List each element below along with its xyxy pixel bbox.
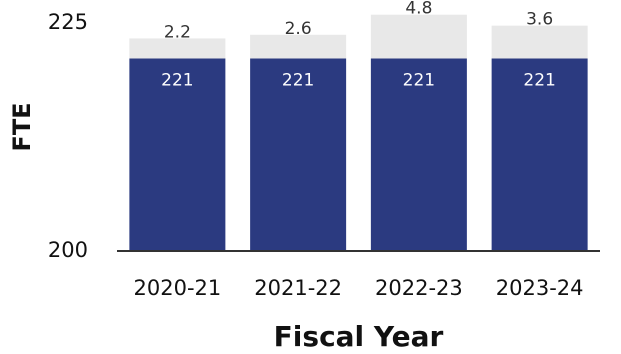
data-label-2020-21-series-1: 221 (161, 70, 193, 90)
bar-2021-22-series-2 (250, 34, 347, 59)
data-label-2022-23-series-1: 221 (403, 70, 435, 90)
x-axis-title: Fiscal Year (274, 320, 444, 353)
bar-2022-23-series-2 (370, 14, 467, 59)
bar-2023-24-series-2 (491, 25, 588, 59)
data-label-2023-24-series-2: 3.6 (526, 10, 553, 30)
data-label-2023-24-series-1: 221 (523, 70, 555, 90)
x-tick-label-2023-24: 2023-24 (496, 276, 584, 300)
y-tick-labels: 200 225 (48, 10, 88, 262)
data-labels-group: 221 2.2 221 2.6 221 4.8 221 3.6 (161, 0, 556, 90)
bars-group (129, 14, 588, 251)
x-tick-label-2021-22: 2021-22 (254, 276, 342, 300)
bar-2022-23-series-1 (370, 58, 467, 251)
data-label-2021-22-series-1: 221 (282, 70, 314, 90)
bar-2020-21-series-2 (129, 38, 226, 59)
data-label-2022-23-series-2: 4.8 (405, 0, 432, 19)
bar-2020-21-series-1 (129, 58, 226, 251)
bar-2023-24-series-1 (491, 58, 588, 251)
data-label-2020-21-series-2: 2.2 (164, 22, 191, 42)
x-tick-label-2022-23: 2022-23 (375, 276, 463, 300)
x-tick-labels: 2020-21 2021-22 2022-23 2023-24 (134, 276, 584, 300)
y-tick-label-200: 200 (48, 238, 88, 262)
x-tick-label-2020-21: 2020-21 (134, 276, 222, 300)
y-axis-title: FTE (8, 102, 36, 151)
data-label-2021-22-series-2: 2.6 (285, 19, 312, 39)
bar-2021-22-series-1 (250, 58, 347, 251)
y-tick-label-225: 225 (48, 10, 88, 34)
